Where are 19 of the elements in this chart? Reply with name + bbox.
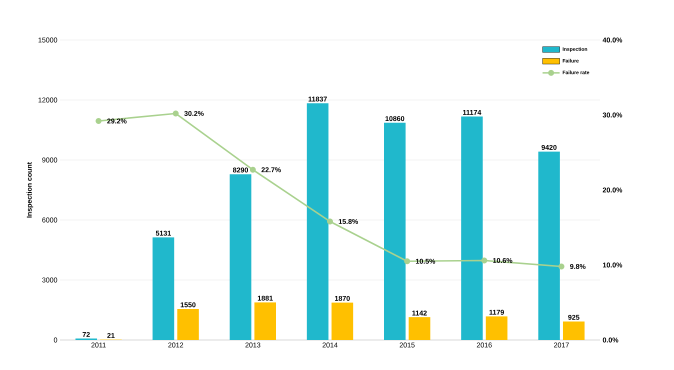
bar — [230, 174, 252, 340]
bar — [332, 302, 354, 340]
bar — [306, 103, 328, 340]
point — [481, 258, 488, 264]
point — [96, 118, 102, 124]
point — [404, 258, 410, 264]
bar — [254, 302, 276, 340]
point — [558, 264, 564, 270]
bar — [408, 317, 430, 340]
bar — [486, 316, 508, 340]
bar — [562, 322, 585, 340]
point — [250, 166, 256, 173]
bar — [461, 116, 483, 340]
bar — [177, 309, 199, 340]
bar — [538, 152, 560, 340]
bar — [152, 237, 174, 340]
bar — [384, 122, 406, 340]
point — [327, 218, 334, 224]
point — [172, 110, 179, 116]
